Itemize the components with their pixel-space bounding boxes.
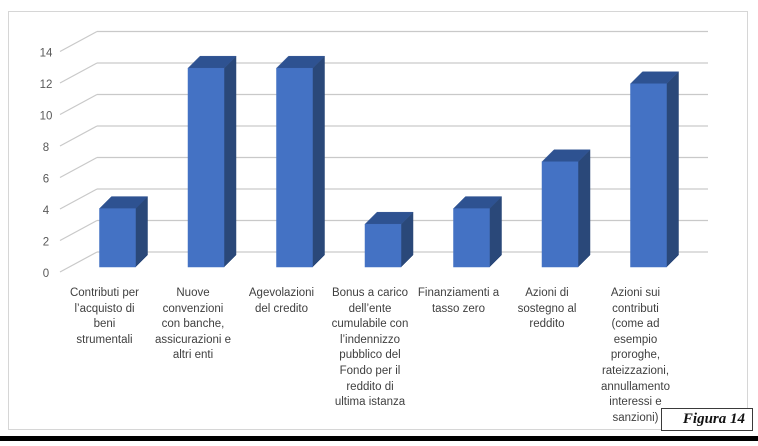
chart-area-frame (8, 11, 748, 430)
figure-caption-box: Figura 14 (661, 408, 753, 431)
horizontal-rule (0, 436, 758, 441)
figure-caption-label: Figura 14 (682, 411, 745, 427)
